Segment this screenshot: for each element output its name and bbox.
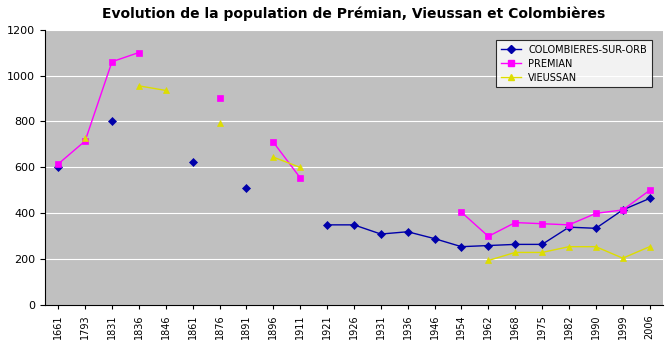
COLOMBIERES-SUR-ORB [592, 226, 600, 230]
VIEUSSAN [565, 245, 573, 249]
VIEUSSAN [618, 256, 626, 260]
VIEUSSAN [592, 245, 600, 249]
VIEUSSAN [484, 258, 492, 263]
COLOMBIERES-SUR-ORB [484, 244, 492, 248]
VIEUSSAN [511, 251, 519, 255]
COLOMBIERES-SUR-ORB [511, 242, 519, 246]
VIEUSSAN [646, 245, 654, 249]
PREMIAN [565, 223, 573, 227]
PREMIAN [484, 234, 492, 238]
COLOMBIERES-SUR-ORB [458, 245, 466, 249]
COLOMBIERES-SUR-ORB [377, 232, 385, 236]
COLOMBIERES-SUR-ORB [403, 230, 411, 234]
Legend: COLOMBIERES-SUR-ORB, PREMIAN, VIEUSSAN: COLOMBIERES-SUR-ORB, PREMIAN, VIEUSSAN [496, 40, 652, 88]
PREMIAN [538, 222, 546, 226]
Line: VIEUSSAN: VIEUSSAN [486, 244, 653, 263]
COLOMBIERES-SUR-ORB [350, 223, 358, 227]
COLOMBIERES-SUR-ORB [565, 225, 573, 229]
Title: Evolution de la population de Prémian, Vieussan et Colombières: Evolution de la population de Prémian, V… [103, 7, 606, 21]
COLOMBIERES-SUR-ORB [646, 197, 654, 201]
VIEUSSAN [538, 251, 546, 255]
PREMIAN [618, 208, 626, 212]
COLOMBIERES-SUR-ORB [538, 242, 546, 246]
Line: COLOMBIERES-SUR-ORB: COLOMBIERES-SUR-ORB [324, 195, 653, 249]
PREMIAN [511, 220, 519, 225]
COLOMBIERES-SUR-ORB [431, 237, 439, 241]
PREMIAN [592, 211, 600, 216]
COLOMBIERES-SUR-ORB [618, 208, 626, 212]
Line: PREMIAN: PREMIAN [459, 188, 653, 239]
COLOMBIERES-SUR-ORB [323, 223, 331, 227]
PREMIAN [458, 210, 466, 214]
PREMIAN [646, 188, 654, 192]
